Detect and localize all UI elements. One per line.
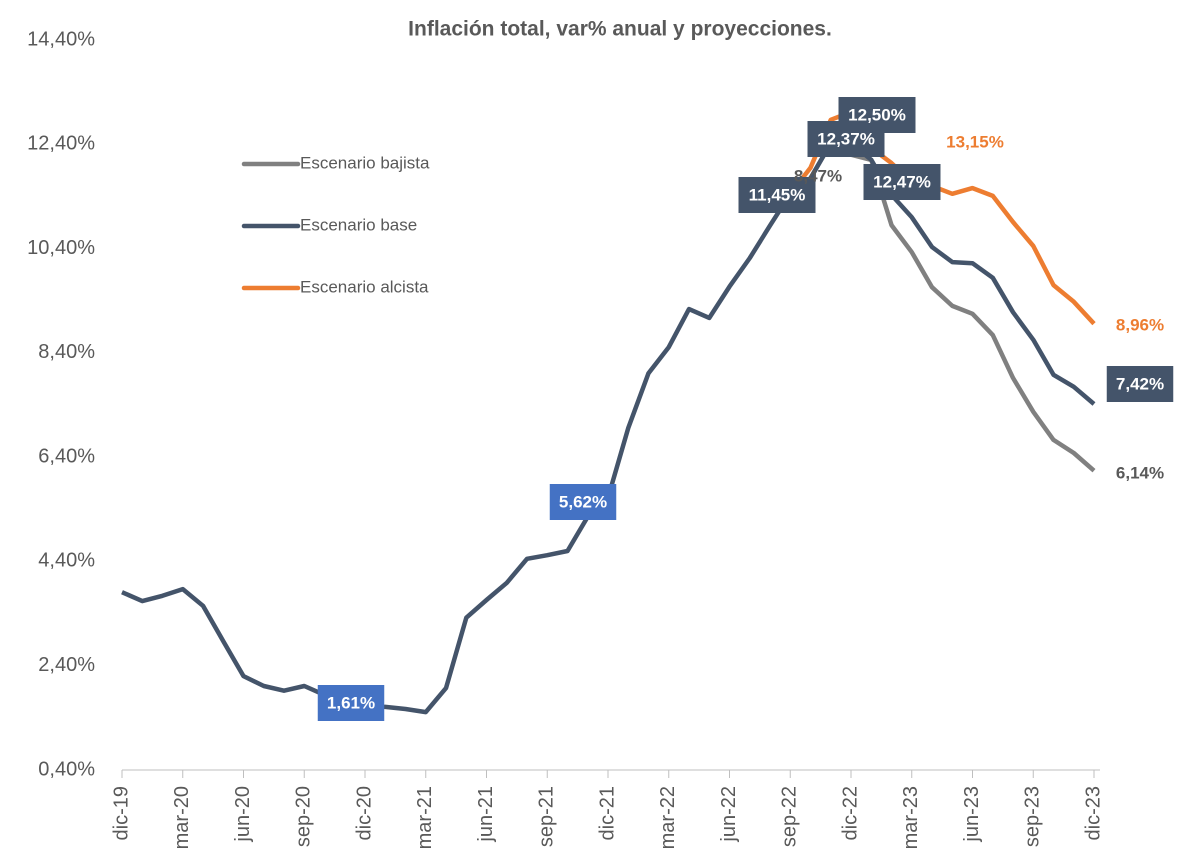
x-tick-label: mar-21 <box>414 786 436 849</box>
annotation: 12,50% <box>848 105 906 124</box>
x-tick-label: dic-22 <box>839 786 861 840</box>
x-tick-label: dic-20 <box>353 786 375 840</box>
x-tick-label: jun-23 <box>961 786 983 843</box>
annotation-box <box>838 97 916 133</box>
annotation: 12,47% <box>873 172 931 191</box>
x-tick-label: sep-21 <box>536 786 558 847</box>
y-tick-label: 10,40% <box>27 237 95 259</box>
annotation: 12,37% <box>817 129 875 148</box>
y-tick-label: 4,40% <box>38 550 95 572</box>
x-tick-label: mar-20 <box>171 786 193 849</box>
x-tick-label: jun-21 <box>475 786 497 843</box>
x-tick-label: sep-22 <box>779 786 801 847</box>
annotation: 7,42% <box>1116 374 1164 393</box>
annotation: 8,96% <box>1116 315 1164 334</box>
annotation: 6,14% <box>1116 463 1164 482</box>
annotation-box <box>549 484 617 520</box>
x-tick-label: dic-19 <box>110 786 132 840</box>
y-tick-label: 2,40% <box>38 654 95 676</box>
y-tick-label: 12,40% <box>27 133 95 155</box>
series-line <box>788 140 1096 473</box>
annotation-box <box>1106 366 1174 402</box>
legend-label: Escenario bajista <box>300 153 430 172</box>
annotation-box <box>863 164 941 200</box>
x-tick-label: sep-23 <box>1022 786 1044 847</box>
y-tick-label: 14,40% <box>27 28 95 50</box>
annotation-box <box>738 177 816 213</box>
x-tick-label: jun-20 <box>232 786 254 843</box>
x-tick-label: mar-23 <box>900 786 922 849</box>
annotation: 13,15% <box>946 132 1004 151</box>
x-tick-label: sep-20 <box>293 786 315 847</box>
legend-label: Escenario base <box>300 215 417 234</box>
x-tick-label: mar-22 <box>657 786 679 849</box>
annotation: 11,45% <box>749 185 806 204</box>
x-tick-label: jun-22 <box>718 786 740 843</box>
x-tick-label: dic-23 <box>1082 786 1104 840</box>
annotation: 5,62% <box>559 492 607 511</box>
y-tick-label: 8,40% <box>38 341 95 363</box>
annotation: 1,61% <box>327 693 375 712</box>
series-line <box>121 140 1096 715</box>
y-tick-label: 6,40% <box>38 445 95 467</box>
annotation: 8,47% <box>794 166 842 185</box>
y-tick-label: 0,40% <box>38 758 95 780</box>
annotation-box <box>317 685 385 721</box>
chart-title: Inflación total, var% anual y proyeccion… <box>408 18 832 41</box>
x-tick-label: dic-21 <box>596 786 618 840</box>
legend-label: Escenario alcista <box>300 277 429 296</box>
